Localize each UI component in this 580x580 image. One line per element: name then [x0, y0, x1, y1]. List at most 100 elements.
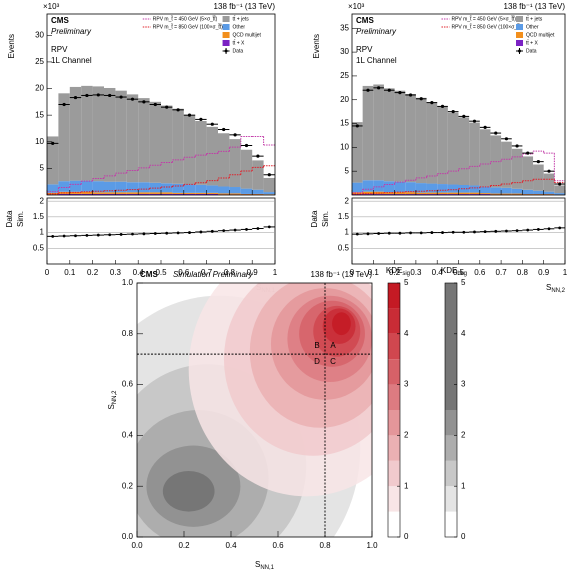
- ratio-point: [387, 231, 391, 235]
- x-tick-label: 0.2: [389, 268, 401, 277]
- y-tick-label: 15: [340, 119, 349, 128]
- stack-bar: [469, 192, 480, 195]
- ratio-point: [366, 232, 370, 236]
- stack-bar: [195, 121, 207, 185]
- stack-bar: [437, 184, 448, 193]
- ratio-point: [377, 232, 381, 235]
- stack-bar: [138, 98, 150, 183]
- y-tick-label: 0.6: [122, 380, 134, 389]
- stack-bar: [447, 192, 459, 195]
- legend-label: tt̄ + jets: [526, 16, 543, 23]
- stack-bar: [405, 192, 416, 195]
- ratio-point: [526, 228, 530, 232]
- colorbar-band: [388, 435, 400, 461]
- x-label: SNN,2: [546, 283, 566, 293]
- region-label: 1L Channel: [356, 56, 397, 65]
- stack-bar: [69, 86, 82, 181]
- colorbar-label-main: KDE: [441, 266, 457, 275]
- stack-bar: [362, 85, 374, 181]
- ratio-point: [515, 229, 519, 233]
- ratio-point: [430, 231, 434, 234]
- y-label-sub: NN,2: [112, 390, 118, 404]
- x-tick-label: 0.6: [474, 268, 486, 277]
- ratio-point: [199, 230, 203, 234]
- x-tick-label: 0.6: [178, 268, 190, 277]
- x-tick-label: 0.5: [453, 268, 465, 277]
- stack-bar: [183, 184, 196, 193]
- stack-bar: [511, 148, 523, 189]
- x-label: SNN,1: [255, 560, 275, 570]
- x-tick-label: 0.7: [496, 268, 508, 277]
- stack-bar: [172, 183, 184, 193]
- legend-label: RPV m_t̃ = 450 GeV (5×σ_t̃t̃): [451, 16, 516, 23]
- stack-bar: [206, 193, 218, 195]
- ratio-label: Data: [5, 210, 14, 227]
- stack-bar: [394, 181, 406, 193]
- y-tick-label: 30: [35, 30, 44, 39]
- chart-title: 138 fb⁻¹ (13 TeV): [504, 2, 566, 11]
- stack-bar: [218, 193, 230, 195]
- stack-bar: [501, 193, 512, 195]
- ratio-point: [108, 233, 112, 237]
- ratio-point: [153, 232, 157, 235]
- colorbar-band: [388, 333, 400, 360]
- y-tick-label: 5: [40, 163, 45, 172]
- stack-bar: [92, 193, 104, 195]
- stack-bar: [104, 181, 116, 193]
- legend-label: tt̄ + X: [526, 40, 538, 47]
- stack-bar: [490, 193, 502, 195]
- stack-bar: [437, 192, 448, 195]
- legend-label: Data: [526, 48, 537, 54]
- contour-area: [137, 283, 372, 537]
- data-point: [153, 102, 157, 107]
- y-label: Events: [7, 34, 16, 58]
- stack-bar: [501, 141, 512, 188]
- y-label-main: S: [107, 404, 116, 409]
- stack-bar: [240, 149, 253, 189]
- legend-label: Other: [233, 24, 246, 30]
- stack-bar: [161, 193, 173, 195]
- stack-bar: [206, 126, 218, 186]
- stack-bar: [458, 192, 470, 195]
- y-exponent: ×10³: [348, 2, 365, 11]
- stack-bar: [394, 90, 406, 182]
- ratio-point: [419, 231, 423, 235]
- colorbar-band: [388, 384, 400, 410]
- stack-bar: [394, 192, 406, 195]
- legend-swatch: [222, 32, 230, 38]
- stack-bar: [104, 193, 116, 195]
- legend-label: RPV m_t̃ = 850 GeV (100×σ_t̃t̃): [153, 24, 223, 31]
- data-point: [377, 86, 381, 90]
- x-tick-label: 0.4: [133, 268, 145, 277]
- stack-bar: [447, 184, 459, 193]
- ratio-point: [355, 232, 359, 236]
- ratio-point: [409, 231, 412, 235]
- data-point: [233, 133, 237, 137]
- ratio-tick-label: 0.5: [33, 243, 45, 252]
- region-label: C: [330, 357, 336, 366]
- stack-bar: [437, 106, 448, 185]
- data-point: [130, 97, 135, 101]
- stack-bar: [138, 192, 150, 194]
- data-point: [73, 95, 78, 100]
- stack-bar: [195, 192, 207, 194]
- stack-bar: [415, 192, 427, 195]
- data-point: [440, 104, 445, 109]
- y-tick-label: 1.0: [122, 278, 134, 287]
- experiment: CMS: [51, 16, 69, 25]
- colorbar-band: [445, 283, 457, 410]
- stack-bar: [126, 94, 139, 183]
- stack-bar: [69, 180, 82, 192]
- stack-bar: [172, 108, 184, 184]
- stack-bar: [161, 105, 173, 184]
- legend-swatch: [516, 24, 524, 30]
- stack-bar: [554, 185, 565, 194]
- legend-swatch: [516, 32, 524, 38]
- ratio-point: [462, 230, 466, 234]
- y-tick-label: 0.4: [122, 431, 134, 440]
- x-tick-label: 0.1: [368, 268, 380, 277]
- x-tick-label: 0.4: [225, 541, 237, 550]
- ratio-point: [62, 234, 66, 238]
- ratio-tick-label: 1.5: [33, 212, 45, 221]
- stack-bar: [543, 173, 555, 192]
